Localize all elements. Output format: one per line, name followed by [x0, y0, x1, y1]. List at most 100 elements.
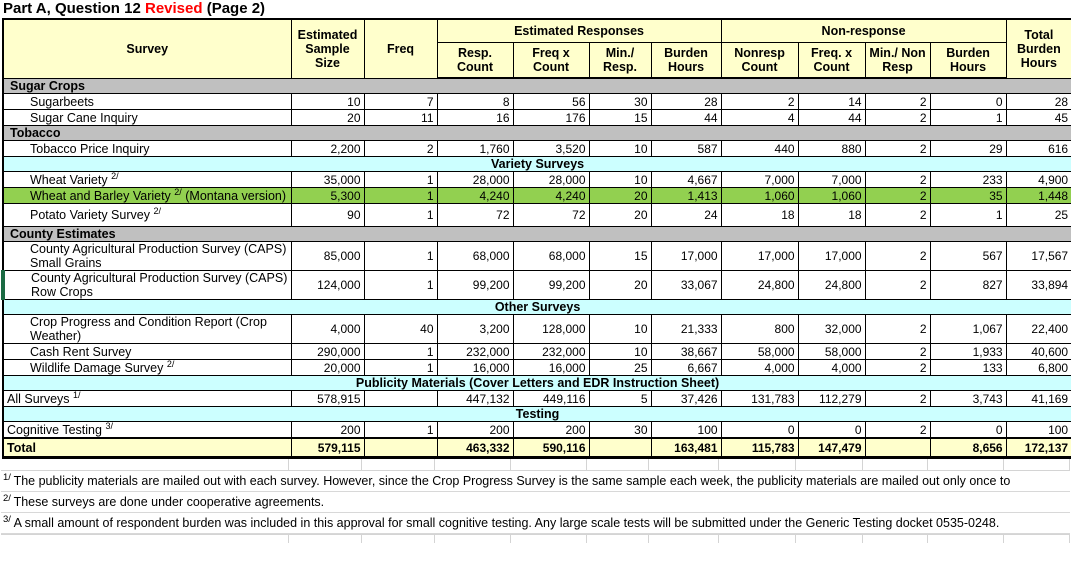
- value-cell: 15: [588, 241, 652, 271]
- value-cell: 90: [290, 203, 365, 227]
- col-header-min-resp: Min./ Resp.: [588, 42, 652, 79]
- value-cell: 7,000: [720, 171, 799, 188]
- value-cell: 0: [929, 93, 1007, 110]
- section-header-row: Other Surveys: [2, 299, 1071, 315]
- burden-table: Survey Estimated Sample Size Freq Estima…: [1, 18, 1071, 459]
- value-cell: 35: [929, 187, 1007, 204]
- footnote-marker: 2/: [174, 187, 182, 197]
- section-header-row: Sugar Crops: [2, 77, 1071, 94]
- value-cell: 6,800: [1005, 359, 1071, 376]
- col-header-freq-x-count: Freq x Count: [512, 42, 590, 79]
- value-cell: 131,783: [720, 390, 799, 407]
- value-cell: 28: [1005, 93, 1071, 110]
- value-cell: 2: [363, 140, 438, 157]
- gridline-cell: [362, 535, 435, 543]
- footnote-line: 1/ The publicity materials are mailed ou…: [1, 471, 1070, 492]
- section-label: Sugar Crops: [2, 77, 1071, 94]
- value-cell: 10: [588, 171, 652, 188]
- footnote-marker: 2/: [3, 492, 14, 504]
- gridline-cell: [1004, 459, 1070, 470]
- value-cell: 4: [720, 109, 799, 126]
- footnotes: 1/ The publicity materials are mailed ou…: [1, 471, 1070, 534]
- value-cell: 14: [797, 93, 866, 110]
- value-cell: 37,426: [650, 390, 722, 407]
- gridline-cell: [796, 535, 863, 543]
- group-header-non-response: Non-response: [720, 18, 1007, 43]
- value-cell: 1,448: [1005, 187, 1071, 204]
- value-cell: 880: [797, 140, 866, 157]
- value-cell: 41,169: [1005, 390, 1071, 407]
- value-cell: 4,240: [512, 187, 590, 204]
- value-cell: 16: [436, 109, 514, 126]
- gridline-cell: [362, 459, 435, 470]
- gridline-cell: [435, 459, 511, 470]
- footnote-marker: 2/: [166, 359, 175, 369]
- value-cell: 4,000: [797, 359, 866, 376]
- gridline-cell: [649, 535, 719, 543]
- table-row: Cash Rent Survey 290,000 1 232,000 232,000 10…: [2, 343, 1071, 360]
- section-header-row: Variety Surveys: [2, 156, 1071, 172]
- value-cell: 1,413: [650, 187, 722, 204]
- value-cell: 32,000: [797, 314, 866, 344]
- gridline-cell: [587, 535, 649, 543]
- value-cell: 1: [363, 421, 438, 439]
- gridline-cell: [863, 535, 928, 543]
- value-cell: 15: [588, 109, 652, 126]
- value-cell: 176: [512, 109, 590, 126]
- value-cell: 28: [650, 93, 722, 110]
- value-cell: 163,481: [650, 437, 722, 459]
- value-cell: 2,200: [290, 140, 365, 157]
- value-cell: 2: [864, 359, 931, 376]
- value-cell: 447,132: [436, 390, 514, 407]
- value-cell: 5,300: [290, 187, 365, 204]
- value-cell: 4,240: [436, 187, 514, 204]
- value-cell: 233: [929, 171, 1007, 188]
- value-cell: 4,000: [720, 359, 799, 376]
- value-cell: 45: [1005, 109, 1071, 126]
- value-cell: 200: [436, 421, 514, 439]
- value-cell: 20: [588, 203, 652, 227]
- value-cell: 147,479: [797, 437, 866, 459]
- value-cell: 99,200: [512, 270, 590, 300]
- value-cell: 4,900: [1005, 171, 1071, 188]
- value-cell: 20: [588, 270, 652, 300]
- section-label: County Estimates: [2, 226, 1071, 242]
- value-cell: 20,000: [290, 359, 365, 376]
- value-cell: 1,060: [720, 187, 799, 204]
- value-cell: 16,000: [436, 359, 514, 376]
- gridline-cell: [719, 535, 796, 543]
- value-cell: 232,000: [512, 343, 590, 360]
- value-cell: 2: [864, 314, 931, 344]
- value-cell: 2: [864, 421, 931, 439]
- value-cell: 28,000: [436, 171, 514, 188]
- gridline-cell: [928, 459, 1004, 470]
- value-cell: 578,915: [290, 390, 365, 407]
- value-cell: 2: [864, 140, 931, 157]
- value-cell: 2: [864, 171, 931, 188]
- section-header-row: County Estimates: [2, 226, 1071, 242]
- section-label: Tobacco: [2, 125, 1071, 141]
- footnote-marker: 2/: [111, 171, 119, 181]
- value-cell: 44: [797, 109, 866, 126]
- value-cell: 100: [650, 421, 722, 439]
- value-cell: 33,894: [1005, 270, 1071, 300]
- value-cell: [363, 390, 438, 407]
- value-cell: 567: [929, 241, 1007, 271]
- value-cell: 5: [588, 390, 652, 407]
- value-cell: 40,600: [1005, 343, 1071, 360]
- value-cell: 1,067: [929, 314, 1007, 344]
- survey-label-cell: Wheat and Barley Variety 2/ (Montana ver…: [2, 187, 292, 204]
- value-cell: 1: [363, 171, 438, 188]
- gridline-cell: [796, 459, 863, 470]
- value-cell: 3,520: [512, 140, 590, 157]
- footnote-line: 2/ These surveys are done under cooperat…: [1, 492, 1070, 513]
- section-label: Variety Surveys: [2, 156, 1071, 172]
- table-row: Crop Progress and Condition Report (Crop…: [2, 314, 1071, 344]
- survey-label-cell: County Agricultural Production Survey (C…: [1, 270, 292, 300]
- gridline-cell: [1, 459, 289, 470]
- value-cell: 1: [363, 187, 438, 204]
- value-cell: 0: [797, 421, 866, 439]
- gridline-cell: [928, 535, 1004, 543]
- value-cell: 124,000: [290, 270, 365, 300]
